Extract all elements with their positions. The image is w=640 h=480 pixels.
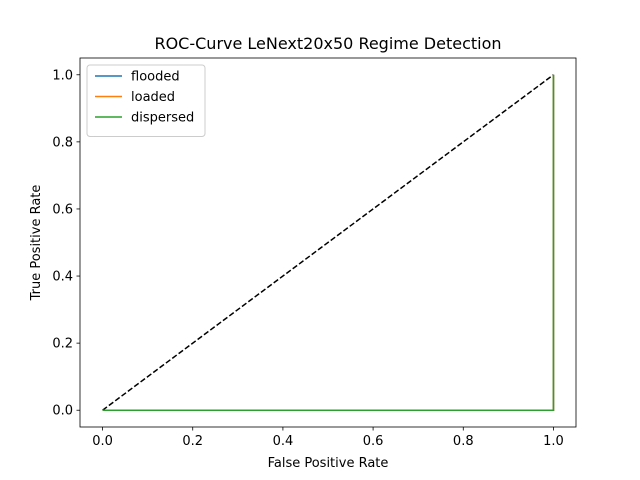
x-tick-label: 0.4 xyxy=(273,434,294,449)
x-axis-ticks: 0.0 0.2 0.4 0.6 0.8 1.0 xyxy=(92,427,564,449)
legend-label-dispersed: dispersed xyxy=(131,111,194,126)
y-tick-label: 0.8 xyxy=(52,135,73,150)
y-axis-label: True Positive Rate xyxy=(29,185,44,302)
series-line-dispersed xyxy=(102,74,555,411)
chart-title: ROC-Curve LeNext20x50 Regime Detection xyxy=(154,34,501,53)
plot-area xyxy=(102,74,555,411)
x-tick-label: 0.0 xyxy=(92,434,113,449)
legend-label-flooded: flooded xyxy=(131,70,180,85)
legend-box xyxy=(86,64,206,137)
y-tick-label: 0.6 xyxy=(52,202,73,217)
chance-diagonal-line xyxy=(102,74,554,411)
legend: flooded loaded dispersed xyxy=(86,64,206,137)
y-tick-label: 0.0 xyxy=(52,404,73,419)
x-tick-label: 1.0 xyxy=(543,434,564,449)
x-axis-label: False Positive Rate xyxy=(268,456,389,471)
y-tick-label: 0.2 xyxy=(52,337,73,352)
y-axis-ticks: 0.0 0.2 0.4 0.6 0.8 1.0 xyxy=(52,68,80,419)
axes-frame xyxy=(79,57,577,428)
x-tick-label: 0.2 xyxy=(182,434,203,449)
legend-label-loaded: loaded xyxy=(131,90,175,105)
x-tick-label: 0.8 xyxy=(453,434,474,449)
y-tick-label: 0.4 xyxy=(52,270,73,285)
x-tick-label: 0.6 xyxy=(363,434,384,449)
y-tick-label: 1.0 xyxy=(52,68,73,83)
